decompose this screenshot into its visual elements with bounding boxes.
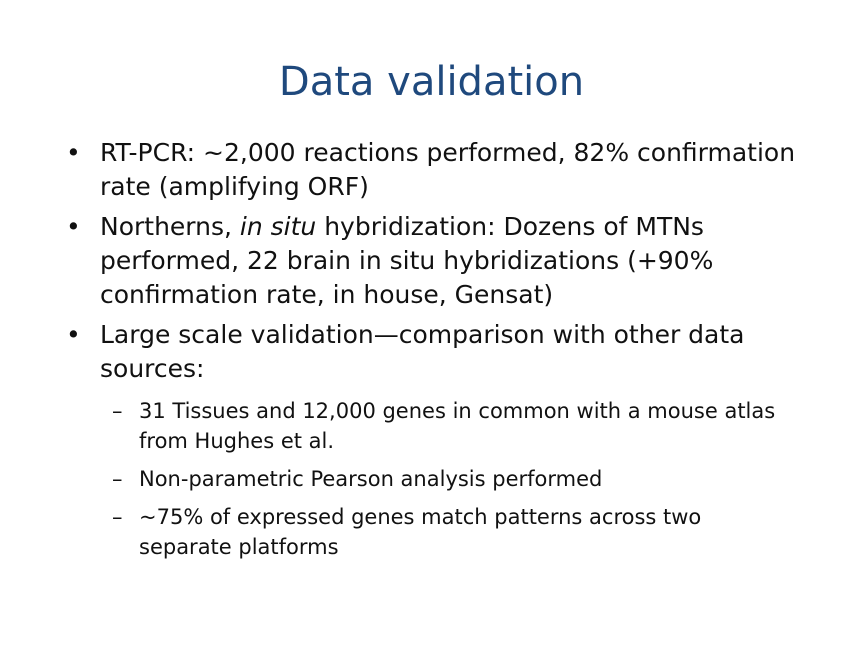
bullet-northerns: • Northerns, in situ hybridization: Doze… — [64, 210, 804, 312]
bullet-text-italic: in situ — [239, 212, 317, 241]
bullet-rt-pcr: • RT-PCR: ~2,000 reactions performed, 82… — [64, 136, 804, 204]
sub-bullet-text: 31 Tissues and 12,000 genes in common wi… — [139, 399, 776, 453]
bullet-list: • RT-PCR: ~2,000 reactions performed, 82… — [64, 136, 804, 570]
sub-bullet-text: ~75% of expressed genes match patterns a… — [139, 505, 702, 559]
sub-bullet-marker: – — [112, 467, 123, 491]
bullet-marker: • — [66, 212, 81, 241]
sub-bullet-text: Non-parametric Pearson analysis performe… — [139, 467, 603, 491]
sub-bullet-list: – 31 Tissues and 12,000 genes in common … — [108, 396, 804, 562]
bullet-marker: • — [66, 320, 81, 349]
slide-title: Data validation — [278, 59, 585, 105]
sub-bullet-marker: – — [112, 505, 123, 529]
bullet-large-scale: • Large scale validation—comparison with… — [64, 318, 804, 562]
bullet-text: Large scale validation—comparison with o… — [100, 320, 745, 383]
sub-bullet-pearson: – Non-parametric Pearson analysis perfor… — [108, 464, 789, 494]
bullet-text: RT-PCR: ~2,000 reactions performed, 82% … — [100, 138, 796, 201]
sub-bullet-tissues: – 31 Tissues and 12,000 genes in common … — [108, 396, 789, 456]
bullet-text-before: Northerns, — [100, 212, 240, 241]
sub-bullet-marker: – — [112, 399, 123, 423]
bullet-marker: • — [66, 138, 81, 167]
sub-bullet-expressed-genes: – ~75% of expressed genes match patterns… — [108, 502, 789, 562]
bullet-text-after: hybridization: Dozens of MTNs performed,… — [100, 212, 714, 309]
